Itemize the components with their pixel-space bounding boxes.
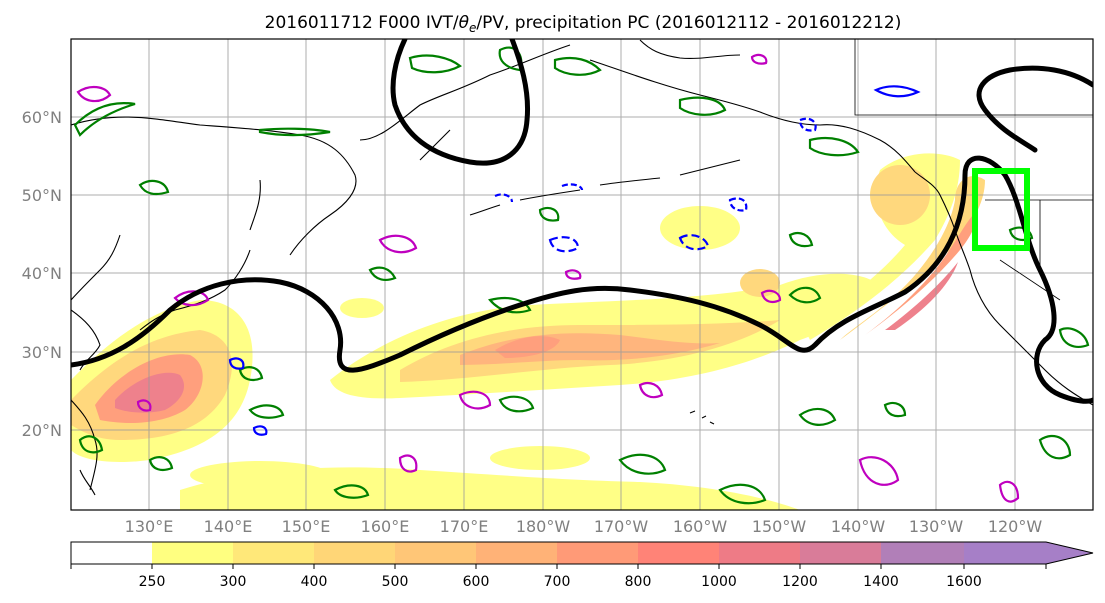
pv-negative-contours	[228, 85, 921, 436]
lon-label-150e: 150°E	[282, 517, 331, 536]
jet-stream-contour	[71, 155, 1093, 404]
lat-label-30: 30°N	[22, 343, 62, 362]
lon-label-130e: 130°E	[125, 517, 174, 536]
colorbar-segment-under	[71, 542, 152, 564]
lon-label-170w: 170°W	[594, 517, 649, 536]
lon-label-120w: 120°W	[988, 517, 1043, 536]
colorbar-label-300: 300	[220, 574, 247, 590]
colorbar-label-700: 700	[544, 574, 571, 590]
lon-labels: 130°E 140°E 150°E 160°E 170°E 180°W 170°…	[125, 517, 1043, 536]
colorbar-segment-800	[638, 542, 719, 564]
colorbar-label-1600: 1600	[946, 574, 982, 590]
lon-label-160e: 160°E	[361, 517, 410, 536]
lon-label-140w: 140°W	[831, 517, 886, 536]
colorbar-segment-600	[476, 542, 557, 564]
colorbar-segment-500	[395, 542, 476, 564]
figure-title: 2016011712 F000 IVT/θe/PV, precipitation…	[265, 13, 902, 35]
lat-labels: 60°N 50°N 40°N 30°N 20°N	[22, 108, 62, 440]
colorbar-extend-arrow	[1046, 542, 1093, 564]
lon-label-160w: 160°W	[673, 517, 728, 536]
precipitation-region-box	[972, 168, 1030, 251]
lon-label-150w: 150°W	[752, 517, 807, 536]
colorbar-segment-1400	[881, 542, 964, 564]
colorbar-label-1200: 1200	[782, 574, 818, 590]
colorbar-label-600: 600	[463, 574, 490, 590]
map-panel	[70, 38, 1094, 511]
lon-label-180w: 180°W	[516, 517, 571, 536]
jet-stream-contour-northeast	[976, 65, 1093, 153]
colorbar-segment-400	[314, 542, 395, 564]
colorbar-label-400: 400	[301, 574, 328, 590]
colorbar-label-1000: 1000	[701, 574, 737, 590]
lat-label-40: 40°N	[22, 264, 62, 283]
lon-label-130w: 130°W	[909, 517, 964, 536]
colorbar-segment-1600	[964, 542, 1046, 564]
ivt-band-south	[180, 467, 800, 510]
colorbar-segment-1200	[800, 542, 881, 564]
colorbar-tick-labels: 250 300 400 500 600 700 800 1000 1200 14…	[139, 574, 982, 590]
colorbar-segment-700	[557, 542, 638, 564]
lat-label-50: 50°N	[22, 186, 62, 205]
colorbar-label-1400: 1400	[863, 574, 899, 590]
lon-label-140e: 140°E	[204, 517, 253, 536]
colorbar-segment-300	[233, 542, 314, 564]
lat-label-60: 60°N	[22, 108, 62, 127]
colorbar-label-800: 800	[625, 574, 652, 590]
colorbar-segment-1000	[719, 542, 800, 564]
colorbar-segment-250	[152, 542, 233, 564]
map-gridlines	[71, 39, 1093, 510]
colorbar-label-250: 250	[139, 574, 166, 590]
coastlines	[71, 39, 1093, 496]
colorbar-label-500: 500	[382, 574, 409, 590]
theta-e-contours	[73, 46, 1090, 505]
colorbar: 250 300 400 500 600 700 800 1000 1200 14…	[70, 541, 1094, 590]
jet-stream-contour-north	[390, 39, 531, 166]
lat-label-20: 20°N	[22, 421, 62, 440]
pv-positive-contours	[76, 53, 1020, 503]
lon-label-170e: 170°E	[440, 517, 489, 536]
colorbar-ticks	[70, 564, 1047, 569]
